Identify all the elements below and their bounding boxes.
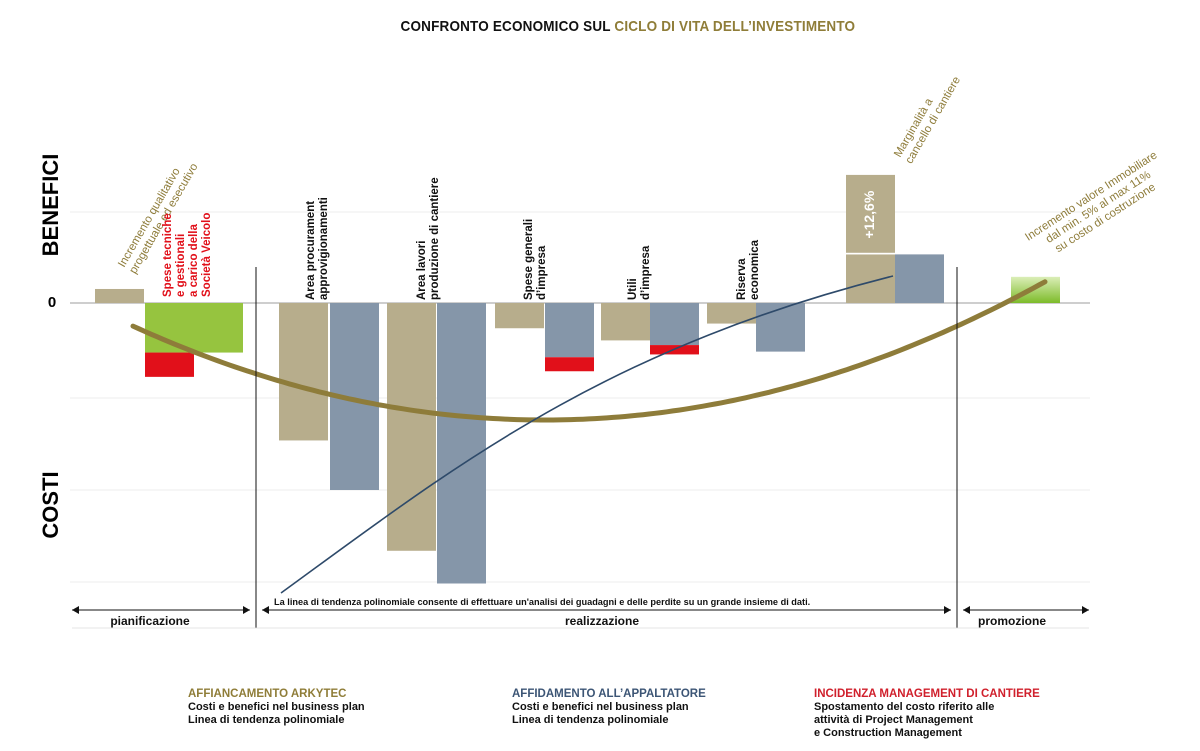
legend-arkytec-head: AFFIANCAMENTO ARKYTEC [188, 688, 347, 700]
phase-label-pianificazione: pianificazione [110, 614, 190, 628]
category-label-line: Area procurament [305, 201, 317, 300]
legend-management-head: INCIDENZA MANAGEMENT DI CANTIERE [814, 688, 1040, 700]
bar-khaki [95, 288, 144, 303]
phase-arrow-head-right [1082, 606, 1089, 614]
zero-label: 0 [48, 294, 56, 311]
category-label: Riservaeconomica [736, 239, 761, 300]
bar-red-incidence [145, 352, 194, 377]
category-label-line: e gestionali [175, 234, 187, 297]
bar-khaki [601, 303, 650, 341]
legend-management-line-1: Spostamento del costo riferito alle [814, 701, 995, 713]
phase-arrow-head-right [243, 606, 250, 614]
bar-khaki [387, 303, 436, 551]
legend-arkytec-line-1: Costi e benefici nel business plan [188, 701, 365, 713]
legend-appaltatore-line-1: Costi e benefici nel business plan [512, 701, 689, 713]
bar-khaki [707, 303, 756, 324]
trend-curve-appaltatore [280, 275, 894, 594]
legend-arkytec-line-2: Linea di tendenza polinomiale [188, 714, 345, 726]
legend-management-line-2: attività di Project Management [814, 714, 973, 726]
category-label: Incremento valore Immobiliaredal min. 5%… [1023, 149, 1173, 265]
phase-axis: pianificazione realizzazione promozione [72, 267, 1089, 629]
bar-slate [650, 303, 699, 346]
category-label-line: Riserva [736, 258, 748, 300]
category-label: Marginalità acancello di cantiere [892, 68, 963, 166]
category-label-line: d’impresa [536, 245, 548, 300]
chart-title-part2: CICLO DI VITA DELL’INVESTIMENTO [614, 18, 856, 35]
bar-slate [545, 303, 594, 358]
category-label-line: Spese tecniche [162, 213, 174, 297]
chart-title-part1: CONFRONTO ECONOMICO SUL [400, 18, 615, 35]
y-axis-top-label: BENEFICI [38, 154, 63, 257]
bar-red-incidence [545, 357, 594, 372]
trend-curve-arkytec [130, 279, 1048, 423]
legend-arkytec: AFFIANCAMENTO ARKYTEC Costi e benefici n… [188, 688, 365, 727]
legend-appaltatore-line-2: Linea di tendenza polinomiale [512, 714, 669, 726]
bar-khaki [495, 303, 544, 329]
category-label: Utilid’impresa [627, 245, 652, 300]
phase-arrow-head-left [963, 606, 970, 614]
phase-label-promozione: promozione [978, 614, 1046, 628]
bar-khaki [846, 254, 895, 303]
category-label-line: Area lavori [416, 241, 428, 300]
category-label-line: d’impresa [640, 245, 652, 300]
category-label: Spese tecnichee gestionalia carico della… [162, 213, 213, 297]
bars-layer [95, 174, 1060, 584]
bar-khaki [279, 303, 328, 441]
category-label-line: economica [749, 239, 761, 300]
curves-layer [130, 275, 1048, 594]
bar-slate [895, 254, 944, 303]
category-label-line: Spese generali [523, 219, 535, 300]
category-label: Area procuramentapprovigionamenti [305, 197, 330, 300]
category-label-line: dal min. 5% al max 11% [1044, 169, 1153, 246]
legend-management-line-3: e Construction Management [814, 727, 962, 739]
category-label-line: produzione di cantiere [429, 177, 441, 300]
bar-green [145, 303, 194, 353]
phase-arrow-head-left [262, 606, 269, 614]
bar-khaki-stacked [846, 174, 895, 253]
category-label-line: approvigionamenti [318, 197, 330, 300]
legend-appaltatore-head: AFFIDAMENTO ALL’APPALTATORE [512, 688, 706, 700]
phase-label-realizzazione: realizzazione [565, 614, 639, 628]
legend-management: INCIDENZA MANAGEMENT DI CANTIERE Spostam… [814, 688, 1040, 740]
y-axis-bottom-label: COSTI [38, 471, 63, 538]
bar-slate [756, 303, 805, 352]
bar-slate [437, 303, 486, 584]
bar-green_gradient [1011, 276, 1060, 303]
category-label: Spese generalid’impresa [523, 219, 548, 300]
category-label: Area lavoriproduzione di cantiere [416, 177, 441, 300]
legend-appaltatore: AFFIDAMENTO ALL’APPALTATORE Costi e bene… [512, 688, 706, 727]
trend-note: La linea di tendenza polinomiale consent… [274, 597, 810, 607]
phase-arrow-head-right [944, 606, 951, 614]
bar-green [194, 303, 243, 353]
stacked-percentage-label: +12,6% [861, 190, 877, 238]
phase-arrow-head-left [72, 606, 79, 614]
chart-title: CONFRONTO ECONOMICO SUL CICLO DI VITA DE… [60, 18, 1196, 35]
category-label-line: Società Veicolo [201, 213, 213, 297]
category-label-line: a carico della [188, 224, 200, 297]
category-label-line: Utili [627, 278, 639, 300]
